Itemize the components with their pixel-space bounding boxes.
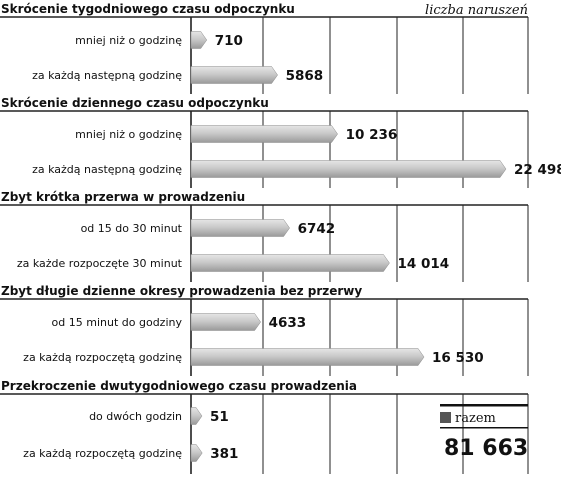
- category-label: za każde rozpoczęte 30 minut: [17, 257, 183, 270]
- value-label: 381: [210, 446, 238, 462]
- section-title: Przekroczenie dwutygodniowego czasu prow…: [1, 379, 357, 393]
- category-label: od 15 do 30 minut: [81, 222, 183, 235]
- section-title: Zbyt długie dzienne okresy prowadzenia b…: [1, 284, 362, 298]
- section-title: Skrócenie tygodniowego czasu odpoczynku: [1, 2, 295, 16]
- summary-value: 81 663: [444, 436, 528, 461]
- bar: [190, 125, 338, 143]
- section-title: Zbyt krótka przerwa w prowadzeniu: [1, 190, 245, 204]
- category-label: do dwóch godzin: [89, 410, 182, 423]
- section-title: Skrócenie dziennego czasu odpoczynku: [1, 96, 269, 110]
- category-label: mniej niż o godzinę: [75, 128, 182, 141]
- category-label: za każdą rozpoczętą godzinę: [23, 351, 182, 364]
- bar: [190, 254, 390, 272]
- bar: [190, 31, 208, 49]
- unit-label: liczba naruszeń: [425, 3, 528, 18]
- value-label: 14 014: [397, 256, 449, 272]
- category-label: za każdą następną godzinę: [32, 163, 182, 176]
- category-label: za każdą następną godzinę: [32, 69, 182, 82]
- value-label: 10 236: [346, 127, 398, 143]
- summary-box: razem 81 663: [440, 404, 528, 461]
- value-label: 51: [210, 409, 229, 425]
- summary-mid-rule: [440, 427, 528, 429]
- bars: [190, 31, 507, 462]
- bar: [190, 407, 203, 425]
- summary-swatch: [440, 412, 451, 423]
- bar: [190, 219, 290, 237]
- value-label: 4633: [269, 315, 307, 331]
- bar: [190, 313, 261, 331]
- value-label: 16 530: [432, 350, 484, 366]
- bar: [190, 66, 278, 84]
- category-label: za każdą rozpoczętą godzinę: [23, 447, 182, 460]
- category-label: od 15 minut do godziny: [52, 316, 183, 329]
- category-label: mniej niż o godzinę: [75, 34, 182, 47]
- value-label: 22 498: [514, 162, 561, 178]
- bar: [190, 348, 425, 366]
- summary-top-rule: [440, 404, 528, 407]
- bar: [190, 444, 203, 462]
- labels: Skrócenie tygodniowego czasu odpoczynku m…: [1, 2, 561, 462]
- value-label: 710: [215, 33, 243, 49]
- value-label: 6742: [298, 221, 336, 237]
- value-label: 5868: [286, 68, 324, 84]
- bar: [190, 160, 507, 178]
- summary-label: razem: [455, 411, 496, 426]
